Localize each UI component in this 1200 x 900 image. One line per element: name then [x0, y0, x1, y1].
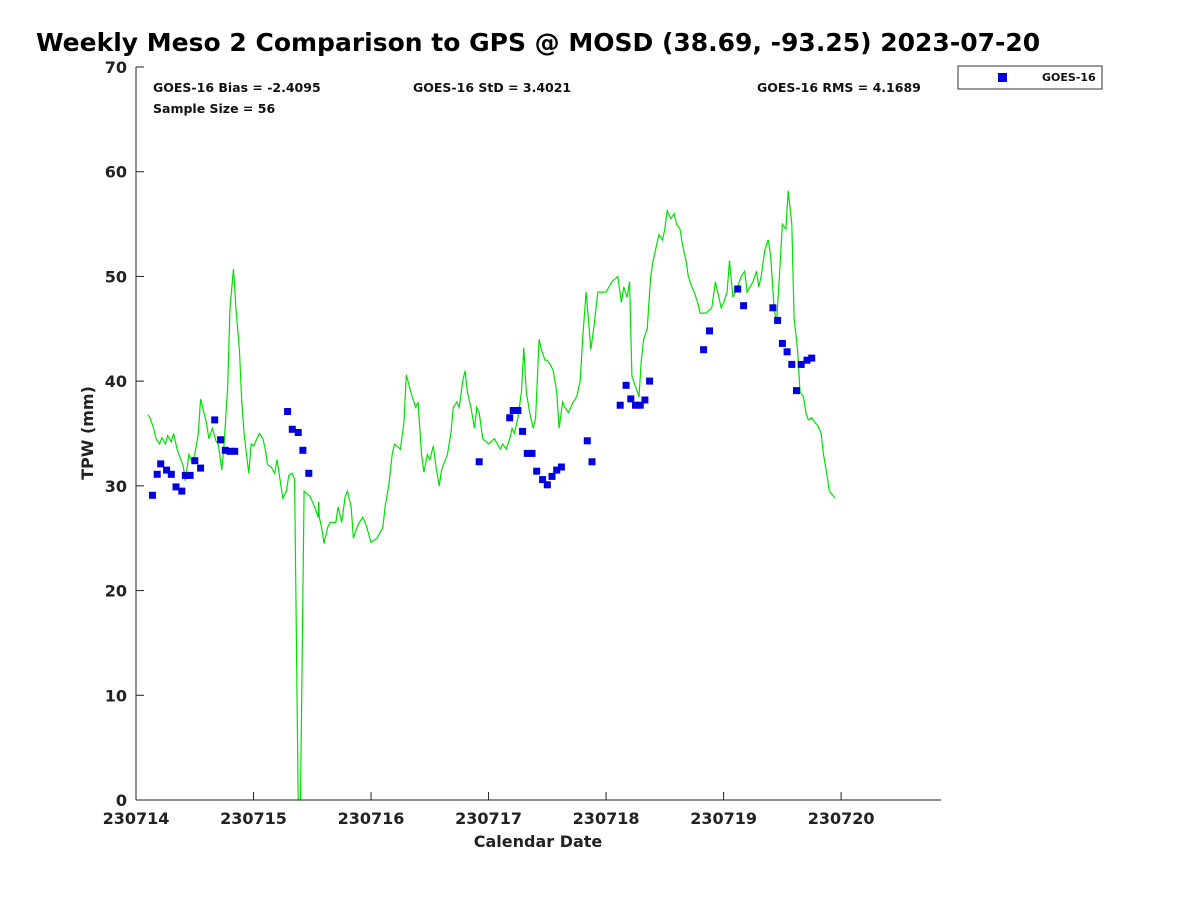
goes16-point	[172, 483, 180, 491]
goes16-point	[305, 469, 313, 477]
goes16-point	[197, 464, 205, 472]
goes16-point	[506, 414, 514, 422]
sample-size-stat: Sample Size = 56	[153, 101, 275, 116]
goes16-point	[641, 396, 649, 404]
goes16-point	[186, 471, 194, 479]
legend-label: GOES-16	[1042, 71, 1096, 84]
goes16-point	[788, 360, 796, 368]
goes16-point	[191, 457, 199, 465]
goes16-point	[543, 481, 551, 489]
goes16-point	[557, 463, 565, 471]
goes16-point	[157, 460, 165, 468]
x-tick-labels: 230714 230715 230716 230717 230718 230719 2307…	[103, 809, 875, 828]
x-tick-label: 230719	[690, 809, 757, 828]
goes16-point	[475, 458, 483, 466]
goes16-point	[226, 447, 234, 455]
axis-ticks	[135, 66, 842, 801]
goes16-point	[221, 446, 229, 454]
goes16-point	[553, 466, 561, 474]
goes16-point	[808, 354, 816, 362]
goes16-point	[284, 408, 292, 415]
goes16-point	[153, 470, 161, 478]
goes16-point	[548, 472, 556, 480]
legend-box	[957, 65, 1103, 90]
goes16-point	[514, 407, 522, 414]
goes16-point	[783, 348, 791, 356]
goes16-point	[288, 425, 296, 433]
y-axis-label: TPW (mm)	[78, 386, 97, 480]
goes16-point	[149, 491, 156, 499]
goes16-point	[178, 487, 186, 495]
goes16-point	[523, 449, 531, 457]
goes16-point	[533, 467, 541, 475]
goes16-point	[646, 377, 654, 385]
y-tick-label: 20	[105, 582, 127, 601]
std-stat: GOES-16 StD = 3.4021	[413, 80, 571, 95]
goes16-point	[588, 458, 596, 466]
goes16-point	[797, 360, 805, 368]
plot-data	[147, 190, 836, 801]
y-tick-label: 0	[116, 791, 127, 810]
goes16-point	[163, 466, 171, 474]
goes16-point	[519, 427, 527, 435]
x-axis-label: Calendar Date	[474, 832, 603, 851]
goes16-point	[211, 416, 219, 424]
x-tick-label: 230717	[455, 809, 522, 828]
x-tick-label: 230714	[103, 809, 170, 828]
goes16-point	[803, 356, 811, 364]
goes16-point	[509, 407, 517, 414]
y-tick-labels: 0 10 20 30 40 50 60 70	[105, 58, 127, 810]
goes16-point	[528, 449, 536, 457]
y-tick-label: 30	[105, 477, 127, 496]
legend: GOES-16	[957, 65, 1103, 90]
goes16-point	[294, 429, 302, 436]
goes16-point	[583, 437, 591, 445]
rms-stat: GOES-16 RMS = 4.1689	[757, 80, 921, 95]
x-tick-label: 230718	[573, 809, 640, 828]
goes16-point	[299, 446, 307, 454]
goes16-point	[231, 447, 239, 455]
goes16-points	[149, 285, 816, 499]
goes16-point	[778, 339, 786, 347]
goes16-point	[700, 346, 708, 354]
chart-title: Weekly Meso 2 Comparison to GPS @ MOSD (…	[36, 28, 1041, 57]
y-tick-label: 60	[105, 163, 127, 182]
goes16-point	[734, 285, 742, 293]
goes16-point	[181, 471, 189, 479]
goes16-point	[167, 470, 175, 478]
y-tick-label: 40	[105, 372, 127, 391]
y-tick-label: 50	[105, 267, 127, 286]
x-tick-label: 230720	[808, 809, 875, 828]
goes16-point	[740, 302, 748, 310]
goes16-point	[636, 401, 644, 409]
goes16-point	[217, 436, 225, 444]
legend-marker	[998, 73, 1007, 82]
goes16-point	[622, 381, 630, 389]
bias-stat: GOES-16 Bias = -2.4095	[153, 80, 321, 95]
y-tick-label: 70	[105, 58, 127, 77]
goes16-point	[616, 401, 624, 409]
goes16-point	[774, 316, 782, 324]
goes16-point	[793, 387, 800, 395]
goes16-point	[632, 401, 639, 409]
gps-series-line	[147, 190, 836, 801]
y-tick-label: 10	[105, 686, 127, 705]
goes16-point	[627, 395, 635, 403]
x-tick-label: 230715	[220, 809, 287, 828]
goes16-point	[706, 327, 713, 335]
x-tick-label: 230716	[338, 809, 405, 828]
goes16-point	[769, 304, 777, 312]
goes16-point	[539, 476, 547, 484]
